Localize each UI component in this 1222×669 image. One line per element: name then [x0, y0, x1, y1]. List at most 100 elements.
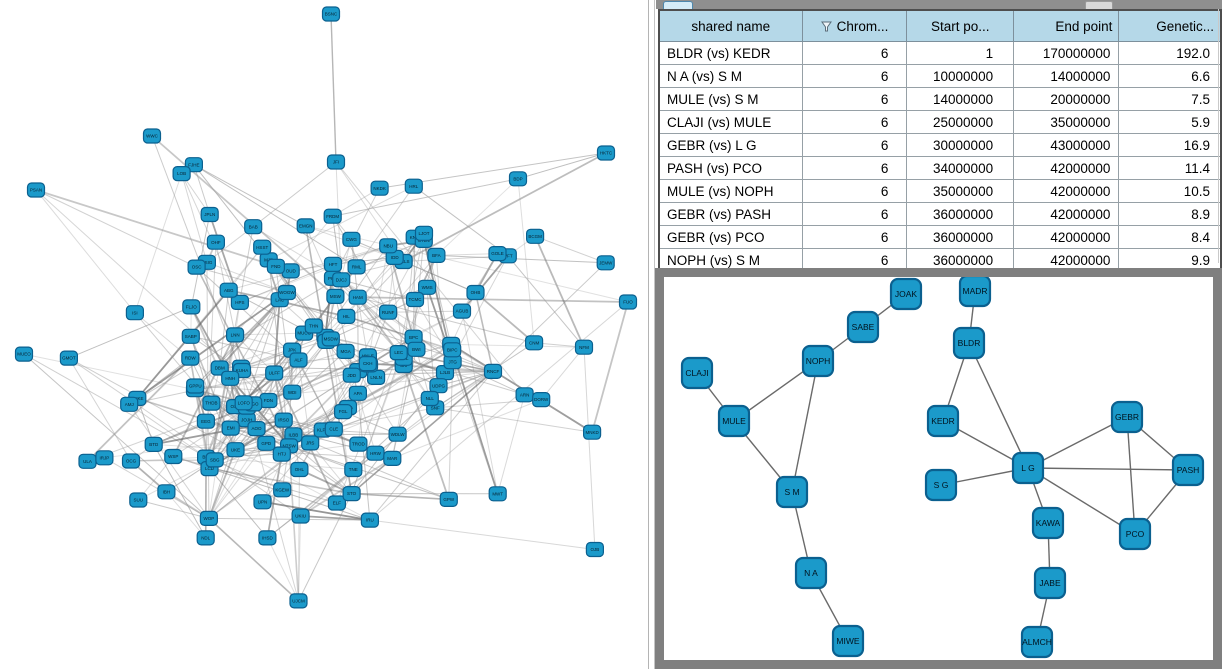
network-edge[interactable] [336, 352, 400, 504]
subnetwork-node-jabe[interactable]: JABE [1033, 566, 1067, 600]
main-network-canvas[interactable]: BSNC JFI PSAN WWC HKTC FUO MWT TROD EEG IHSD BAB OH… [0, 0, 648, 669]
network-edge[interactable] [332, 245, 389, 265]
network-edge[interactable] [413, 185, 509, 257]
network-edge[interactable] [434, 370, 494, 409]
network-edge[interactable] [206, 456, 354, 470]
network-edge[interactable] [209, 226, 254, 469]
network-node[interactable]: ISI [125, 305, 145, 321]
network-edge[interactable] [388, 310, 463, 313]
network-node[interactable]: EMGN [296, 218, 315, 234]
network-edge[interactable] [333, 370, 494, 430]
table-cell[interactable]: 35000000 [906, 179, 1015, 203]
network-edge[interactable] [436, 254, 606, 264]
network-edge[interactable] [190, 336, 212, 404]
network-edge[interactable] [387, 255, 437, 313]
network-edge[interactable] [330, 299, 416, 340]
network-node[interactable]: UKIU [291, 508, 310, 524]
network-edge[interactable] [293, 349, 453, 436]
network-edge[interactable] [435, 407, 593, 433]
network-edge[interactable] [369, 519, 595, 550]
table-row[interactable]: GEBR (vs) PCO 6 36000000 42000000 8.4 [658, 225, 1222, 249]
network-edge[interactable] [86, 357, 191, 462]
table-cell[interactable]: 36000000 [906, 202, 1015, 226]
table-row[interactable]: PASH (vs) PCO 6 34000000 42000000 11.4 [658, 156, 1222, 180]
network-node[interactable]: HSST [253, 239, 272, 255]
network-node[interactable]: TNE [344, 461, 363, 478]
network-edge[interactable] [341, 279, 416, 300]
subnetwork-edge-bldr-l-g[interactable] [968, 342, 1029, 469]
subnetwork-node-n-a[interactable]: N A [794, 556, 828, 590]
network-edge[interactable] [507, 255, 585, 348]
network-node[interactable]: GMOT [59, 350, 79, 366]
network-edge[interactable] [68, 357, 236, 451]
network-edge[interactable] [291, 341, 327, 393]
network-node[interactable]: MGA [336, 343, 355, 359]
table-cell[interactable]: CLAJI (vs) MULE [658, 110, 803, 134]
network-node[interactable]: RDW [181, 350, 200, 366]
table-cell[interactable]: 11.4 [1118, 156, 1222, 180]
network-node[interactable]: EMI [221, 420, 240, 436]
network-edge[interactable] [387, 257, 396, 313]
network-edge[interactable] [166, 491, 207, 539]
table-scrollbar-fragment[interactable] [1085, 1, 1113, 9]
network-edge[interactable] [273, 372, 285, 421]
network-edge[interactable] [332, 277, 400, 353]
table-cell[interactable]: 10.5 [1118, 179, 1222, 203]
network-edge[interactable] [517, 178, 535, 343]
table-cell[interactable]: 6 [801, 156, 908, 180]
network-node[interactable]: OJB [585, 541, 605, 558]
network-edge[interactable] [35, 189, 136, 314]
panel-splitter[interactable] [648, 0, 655, 669]
network-node[interactable]: GPW [439, 491, 458, 507]
network-edge[interactable] [235, 449, 371, 521]
network-edge[interactable] [367, 245, 389, 364]
table-row[interactable]: N A (vs) S M 6 10000000 14000000 6.6 [658, 64, 1222, 88]
network-edge[interactable] [205, 299, 281, 458]
network-edge[interactable] [474, 291, 535, 344]
table-cell[interactable]: 42000000 [1013, 156, 1120, 180]
network-edge[interactable] [193, 164, 357, 268]
table-cell[interactable]: 42000000 [1013, 179, 1120, 203]
network-node[interactable]: TCMC [405, 291, 425, 308]
network-node[interactable]: NLL [420, 390, 439, 407]
table-cell[interactable]: 6 [801, 87, 908, 111]
network-edge[interactable] [206, 261, 288, 293]
network-edge[interactable] [136, 398, 155, 445]
network-edge[interactable] [68, 357, 132, 462]
table-cell[interactable]: 10000000 [906, 64, 1015, 88]
network-edge[interactable] [357, 296, 439, 387]
network-node[interactable]: OHB [466, 284, 485, 301]
table-cell[interactable]: 8.9 [1118, 202, 1222, 226]
subnetwork-edge-gebr-pco[interactable] [1126, 416, 1136, 535]
table-cell[interactable]: PASH (vs) PCO [658, 156, 803, 180]
network-edge[interactable] [540, 346, 585, 400]
network-edge[interactable] [195, 385, 293, 393]
subnetwork-node-sabe[interactable]: SABE [846, 310, 880, 344]
network-node[interactable]: MAR [383, 450, 402, 466]
network-edge[interactable] [346, 315, 453, 351]
table-cell[interactable]: 7.5 [1118, 87, 1222, 111]
table-cell[interactable]: 16.9 [1118, 133, 1222, 157]
network-node[interactable]: CKH [358, 356, 377, 372]
subnetwork-node-miwe[interactable]: MIWE [831, 624, 865, 658]
network-edge[interactable] [195, 266, 290, 447]
subnetwork-edge-l-g-gebr[interactable] [1027, 416, 1128, 469]
column-header-shared-name[interactable]: shared name [658, 9, 803, 42]
network-node[interactable]: HTJ [272, 446, 291, 462]
network-node[interactable]: CNM [524, 335, 544, 351]
network-edge[interactable] [239, 245, 389, 303]
network-node[interactable]: BIPC [443, 342, 462, 358]
subnetwork-node-bldr[interactable]: BLDR [952, 326, 986, 360]
network-node[interactable]: ABG [219, 282, 238, 298]
table-cell[interactable]: 6 [801, 225, 908, 249]
network-edge[interactable] [324, 239, 352, 337]
network-node[interactable]: HAM [348, 289, 367, 305]
subnetwork-edge-l-g-pash[interactable] [1027, 467, 1189, 471]
table-cell[interactable]: 14000000 [906, 87, 1015, 111]
network-node[interactable]: HPS [230, 294, 249, 310]
network-node[interactable]: STO [342, 486, 361, 502]
table-cell[interactable]: 8.4 [1118, 225, 1222, 249]
network-node[interactable]: LOFO [234, 395, 253, 411]
network-node[interactable]: ARN [515, 387, 534, 403]
network-edge[interactable] [252, 161, 337, 228]
